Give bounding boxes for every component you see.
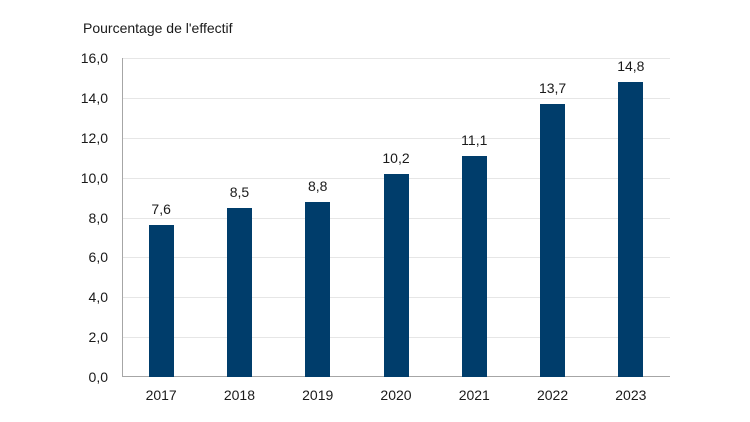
y-axis-title: Pourcentage de l'effectif [83, 20, 233, 36]
x-tick-label: 2023 [615, 387, 647, 403]
y-axis-line [122, 58, 123, 377]
bar-2023 [618, 81, 644, 377]
x-tick-label: 2018 [223, 387, 255, 403]
gridline [122, 58, 670, 59]
y-tick-label: 16,0 [80, 50, 108, 66]
bar-2018 [226, 207, 252, 377]
plot-area: 7,6 8,5 8,8 10,2 11,1 13,7 14,8 [122, 58, 670, 377]
x-tick-label: 2017 [145, 387, 177, 403]
y-tick-label: 8,0 [88, 209, 108, 226]
x-tick-label: 2019 [302, 387, 334, 403]
x-tick-label: 2020 [380, 387, 412, 403]
y-tick-label: 2,0 [88, 329, 108, 346]
bar-2021 [461, 155, 487, 377]
bar-2020 [383, 173, 409, 377]
y-tick-label: 4,0 [88, 289, 108, 306]
y-tick-label: 10,0 [80, 169, 108, 186]
data-label: 10,2 [382, 149, 410, 166]
data-label: 7,6 [151, 201, 171, 218]
bar-2022 [540, 103, 566, 377]
y-tick-label: 14,0 [80, 89, 108, 106]
bar-2017 [148, 225, 174, 377]
data-label: 8,8 [307, 177, 328, 194]
data-label: 8,5 [229, 183, 250, 200]
y-tick-label: 6,0 [88, 249, 108, 266]
x-tick-label: 2022 [536, 387, 569, 403]
data-label: 11,1 [461, 131, 488, 148]
gridline [122, 97, 670, 99]
y-tick-label: 12,0 [80, 129, 108, 146]
y-tick-label: 0,0 [88, 369, 108, 385]
gridline [122, 137, 670, 139]
data-label: 13,7 [538, 79, 567, 96]
x-tick-label: 2021 [458, 387, 490, 403]
bar-2019 [305, 201, 331, 377]
data-label: 14,8 [617, 57, 645, 74]
